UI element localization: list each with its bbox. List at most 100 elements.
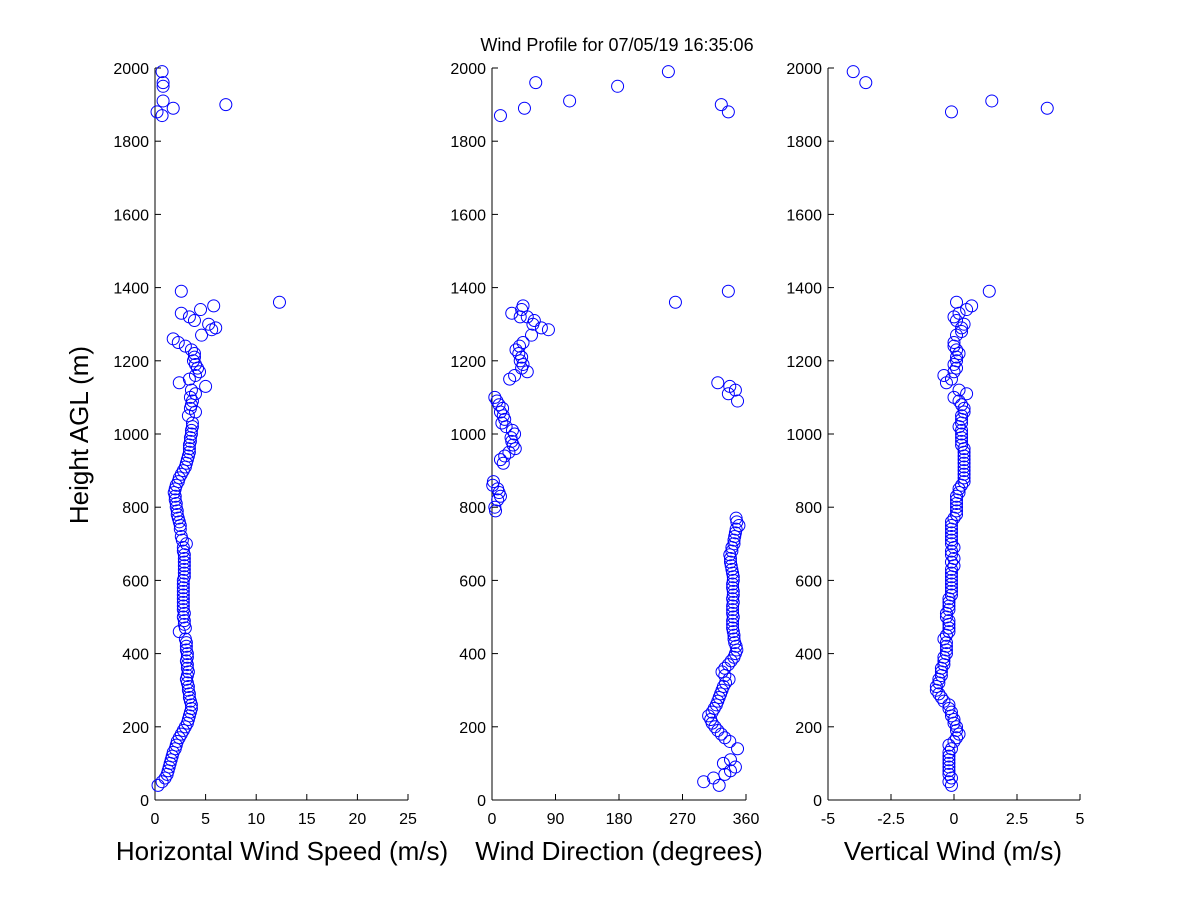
- data-point: [156, 76, 170, 90]
- data-point: [952, 383, 966, 397]
- x-tick-label: 5: [201, 811, 210, 828]
- data-point: [194, 303, 208, 317]
- y-tick-label: 800: [122, 500, 149, 517]
- data-point: [184, 427, 198, 441]
- data-point: [944, 529, 958, 543]
- data-point: [929, 680, 943, 694]
- data-point: [718, 731, 732, 745]
- data-point: [207, 299, 221, 313]
- data-point: [527, 314, 541, 328]
- data-point: [188, 387, 202, 401]
- data-point: [950, 489, 964, 503]
- data-point: [184, 702, 198, 715]
- data-point: [168, 493, 182, 507]
- data-point: [611, 79, 625, 93]
- data-point: [711, 376, 725, 390]
- data-point: [934, 691, 948, 705]
- data-point: [176, 592, 190, 606]
- data-point: [176, 581, 190, 595]
- data-point: [176, 595, 190, 609]
- data-point: [172, 625, 186, 639]
- y-tick-label: 1800: [450, 134, 486, 151]
- data-point: [944, 544, 958, 558]
- data-point: [726, 621, 740, 635]
- panel-2-points: [486, 65, 746, 792]
- y-tick-label: 600: [459, 573, 486, 590]
- data-point: [942, 614, 956, 628]
- data-point: [155, 775, 169, 789]
- data-point: [508, 442, 522, 456]
- data-point: [942, 625, 956, 639]
- data-point: [525, 328, 539, 342]
- data-point: [950, 361, 964, 375]
- data-point: [950, 508, 964, 522]
- panel-1-x-ticks: 0 5 10 15 20 25: [151, 794, 417, 828]
- data-point: [729, 522, 743, 536]
- data-point: [944, 588, 958, 602]
- data-point: [957, 317, 971, 331]
- data-point: [716, 756, 730, 770]
- data-point: [727, 632, 741, 646]
- data-point: [726, 603, 740, 617]
- y-tick-label: 1600: [113, 207, 149, 224]
- data-point: [942, 764, 956, 778]
- data-point: [944, 742, 958, 756]
- data-point: [491, 493, 505, 507]
- data-point: [950, 343, 964, 357]
- data-point: [170, 734, 184, 748]
- y-tick-label: 800: [795, 500, 822, 517]
- x-tick-label: 20: [349, 811, 367, 828]
- y-tick-label: 600: [122, 573, 149, 590]
- data-point: [985, 94, 999, 108]
- y-tick-label: 1400: [450, 281, 486, 298]
- data-point: [155, 65, 169, 79]
- data-point: [944, 577, 958, 591]
- y-tick-label: 1200: [113, 354, 149, 371]
- data-point: [178, 339, 192, 353]
- y-tick-label: 0: [140, 793, 149, 810]
- data-point: [185, 394, 199, 408]
- panel-3-x-ticks: -5 -2.5 0 2.5 5: [821, 794, 1085, 828]
- data-point: [955, 321, 969, 335]
- panel-2-x-axis-label: Wind Direction (degrees): [475, 836, 763, 866]
- data-point: [729, 511, 743, 525]
- data-point: [944, 573, 958, 587]
- data-point: [708, 720, 722, 734]
- data-point: [723, 555, 737, 569]
- panel-2-x-ticks: 0 90 180 270 360: [488, 794, 759, 828]
- y-axis-label: Height AGL (m): [64, 346, 94, 524]
- data-point: [209, 321, 223, 335]
- data-point: [488, 500, 502, 514]
- data-point: [727, 537, 741, 551]
- y-tick-label: 1200: [786, 354, 822, 371]
- data-point: [151, 778, 165, 792]
- data-point: [184, 383, 198, 397]
- data-point: [174, 306, 188, 320]
- data-point: [180, 661, 194, 675]
- data-point: [512, 346, 526, 360]
- y-tick-label: 400: [122, 647, 149, 664]
- data-point: [177, 566, 191, 580]
- data-point: [166, 332, 180, 346]
- data-point: [156, 94, 170, 108]
- data-point: [723, 379, 737, 393]
- data-point: [182, 442, 196, 456]
- data-point: [724, 654, 738, 668]
- data-point: [496, 456, 510, 470]
- data-point: [957, 456, 971, 470]
- data-point: [732, 519, 746, 532]
- data-point: [505, 306, 519, 320]
- x-tick-label: 90: [547, 811, 565, 828]
- data-point: [957, 460, 971, 474]
- data-point: [957, 453, 971, 467]
- y-tick-label: 200: [122, 720, 149, 737]
- data-point: [723, 764, 737, 778]
- data-point: [176, 599, 190, 613]
- data-point: [950, 504, 964, 518]
- data-point: [176, 584, 190, 598]
- data-point: [942, 756, 956, 770]
- data-point: [942, 603, 956, 617]
- data-point: [505, 423, 519, 437]
- panel-3-points: [846, 65, 1054, 792]
